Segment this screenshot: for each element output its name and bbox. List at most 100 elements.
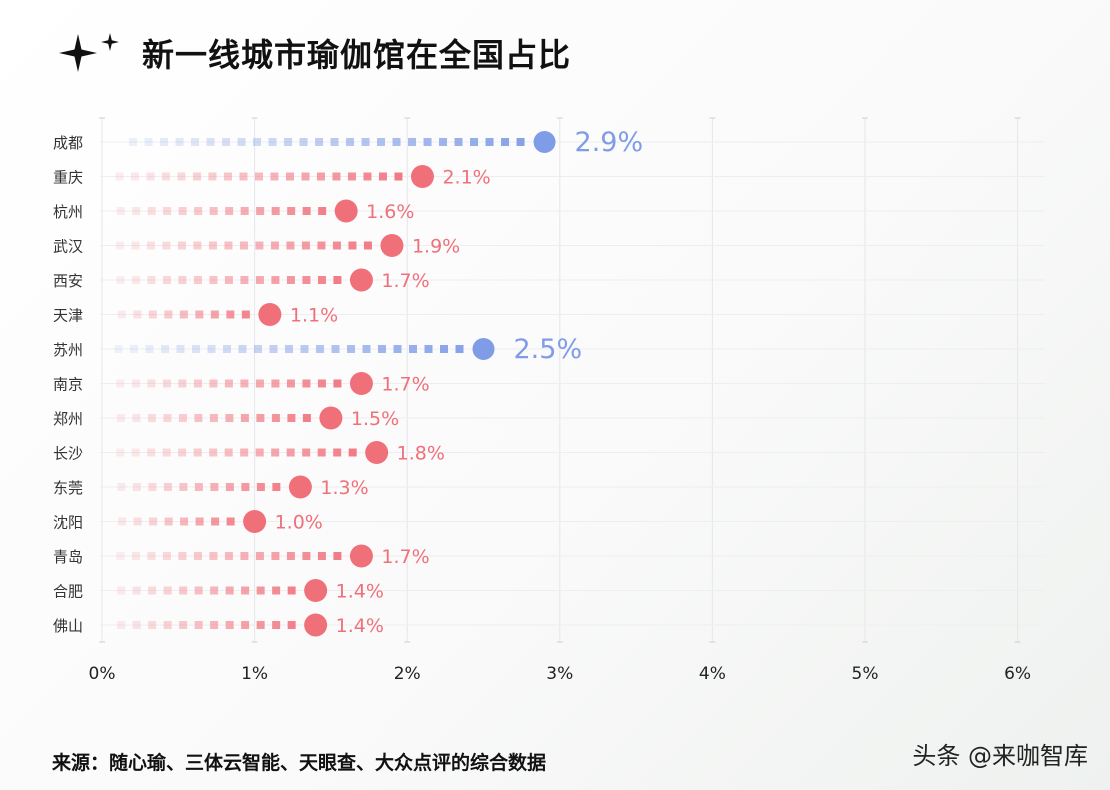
data-label: 1.4% [336, 615, 384, 637]
bar-dot [116, 414, 125, 422]
bar-dot [286, 379, 295, 388]
category-label: 重庆 [53, 169, 83, 187]
bar-dot [147, 207, 156, 215]
bar-dot [485, 138, 494, 146]
bar-dot [210, 310, 219, 319]
bar-dot [317, 448, 326, 457]
bar-dot [285, 172, 294, 181]
bar-dot [316, 172, 325, 181]
bar-dot [131, 241, 140, 250]
bar-dot [191, 138, 200, 146]
bar-dot [129, 138, 138, 146]
bar-dot [285, 345, 293, 353]
bar-dot [194, 207, 203, 215]
bar-dot [501, 138, 510, 146]
bar-dot [225, 483, 234, 491]
bar-dot [256, 621, 265, 629]
bar-dot [117, 586, 126, 595]
bar-dot [178, 276, 187, 284]
bar-dot [193, 448, 202, 457]
bar-dot [146, 241, 155, 250]
bar-dot [175, 138, 184, 146]
data-point [258, 303, 282, 326]
bar-dot [209, 379, 218, 388]
x-tick-label: 5% [852, 664, 879, 684]
bar-dot [409, 345, 417, 353]
data-point [243, 510, 267, 533]
bar-dot [178, 414, 187, 422]
bar-dot [287, 621, 296, 629]
bar-dot [270, 172, 279, 181]
bar-dot [256, 414, 265, 422]
bar-dot [271, 379, 280, 388]
bar-dot [224, 552, 233, 560]
data-point [334, 199, 358, 223]
bar-dot [240, 414, 249, 422]
bar-dot [224, 379, 233, 388]
bar-dot [272, 483, 281, 491]
bar-dot [116, 552, 125, 560]
bar-dot [378, 172, 387, 181]
bar-dot [176, 345, 185, 353]
bar-dot [253, 138, 262, 146]
data-point [410, 165, 434, 188]
bar-dot [161, 172, 170, 181]
bar-dot [117, 310, 126, 319]
bar-dot [316, 345, 324, 353]
data-label: 2.1% [442, 167, 490, 189]
bar-dot [149, 517, 158, 526]
bar-dot [177, 241, 186, 250]
bar-dot [163, 483, 172, 491]
bar-dot [302, 379, 311, 388]
bar-dot [346, 138, 355, 146]
bar-dot [164, 517, 173, 526]
bar-dot [516, 138, 525, 146]
bar-dot [195, 310, 204, 319]
data-point [349, 268, 373, 292]
bar-dot [225, 207, 234, 215]
data-point [472, 338, 495, 360]
bar-dot [300, 345, 309, 353]
bar-dot [209, 552, 218, 560]
bar-dot [315, 138, 324, 146]
bar-dot [208, 172, 217, 181]
bar-dot [162, 276, 171, 284]
bar-dot [240, 207, 249, 215]
bar-dot [470, 138, 479, 146]
bar-dot [455, 345, 464, 353]
bar-dot [132, 483, 141, 491]
bar-dot [302, 276, 311, 284]
x-tick-label: 4% [699, 664, 726, 684]
bar-dot [454, 138, 463, 146]
bar-dot [254, 345, 262, 353]
bar-dot [333, 276, 342, 284]
bar-dot [272, 621, 281, 629]
bar-dot [256, 483, 265, 491]
bar-dot [115, 241, 124, 250]
category-label: 南京 [53, 376, 83, 394]
data-point [380, 234, 404, 257]
bar-dot [284, 138, 293, 146]
bar-dot [254, 172, 263, 181]
bar-dot [147, 379, 156, 388]
bar-dot [287, 207, 296, 215]
bar-dot [118, 517, 127, 526]
bar-dot [237, 138, 246, 146]
bar-dot [348, 448, 357, 457]
bar-dot [194, 414, 203, 422]
bar-dot [130, 345, 138, 353]
bar-dot [317, 241, 326, 250]
data-label: 1.1% [290, 305, 338, 327]
bar-dot [222, 138, 231, 146]
bar-dot [287, 586, 296, 595]
category-label: 沈阳 [53, 514, 83, 532]
bar-dot [317, 552, 326, 560]
x-tick-label: 1% [241, 664, 268, 684]
bar-dot [116, 379, 125, 388]
data-label: 2.9% [575, 127, 644, 158]
bar-dot [131, 276, 140, 284]
bar-dot [192, 172, 201, 181]
bar-dot [194, 483, 203, 491]
x-tick-label: 3% [546, 664, 573, 684]
bar-dot [162, 379, 171, 388]
